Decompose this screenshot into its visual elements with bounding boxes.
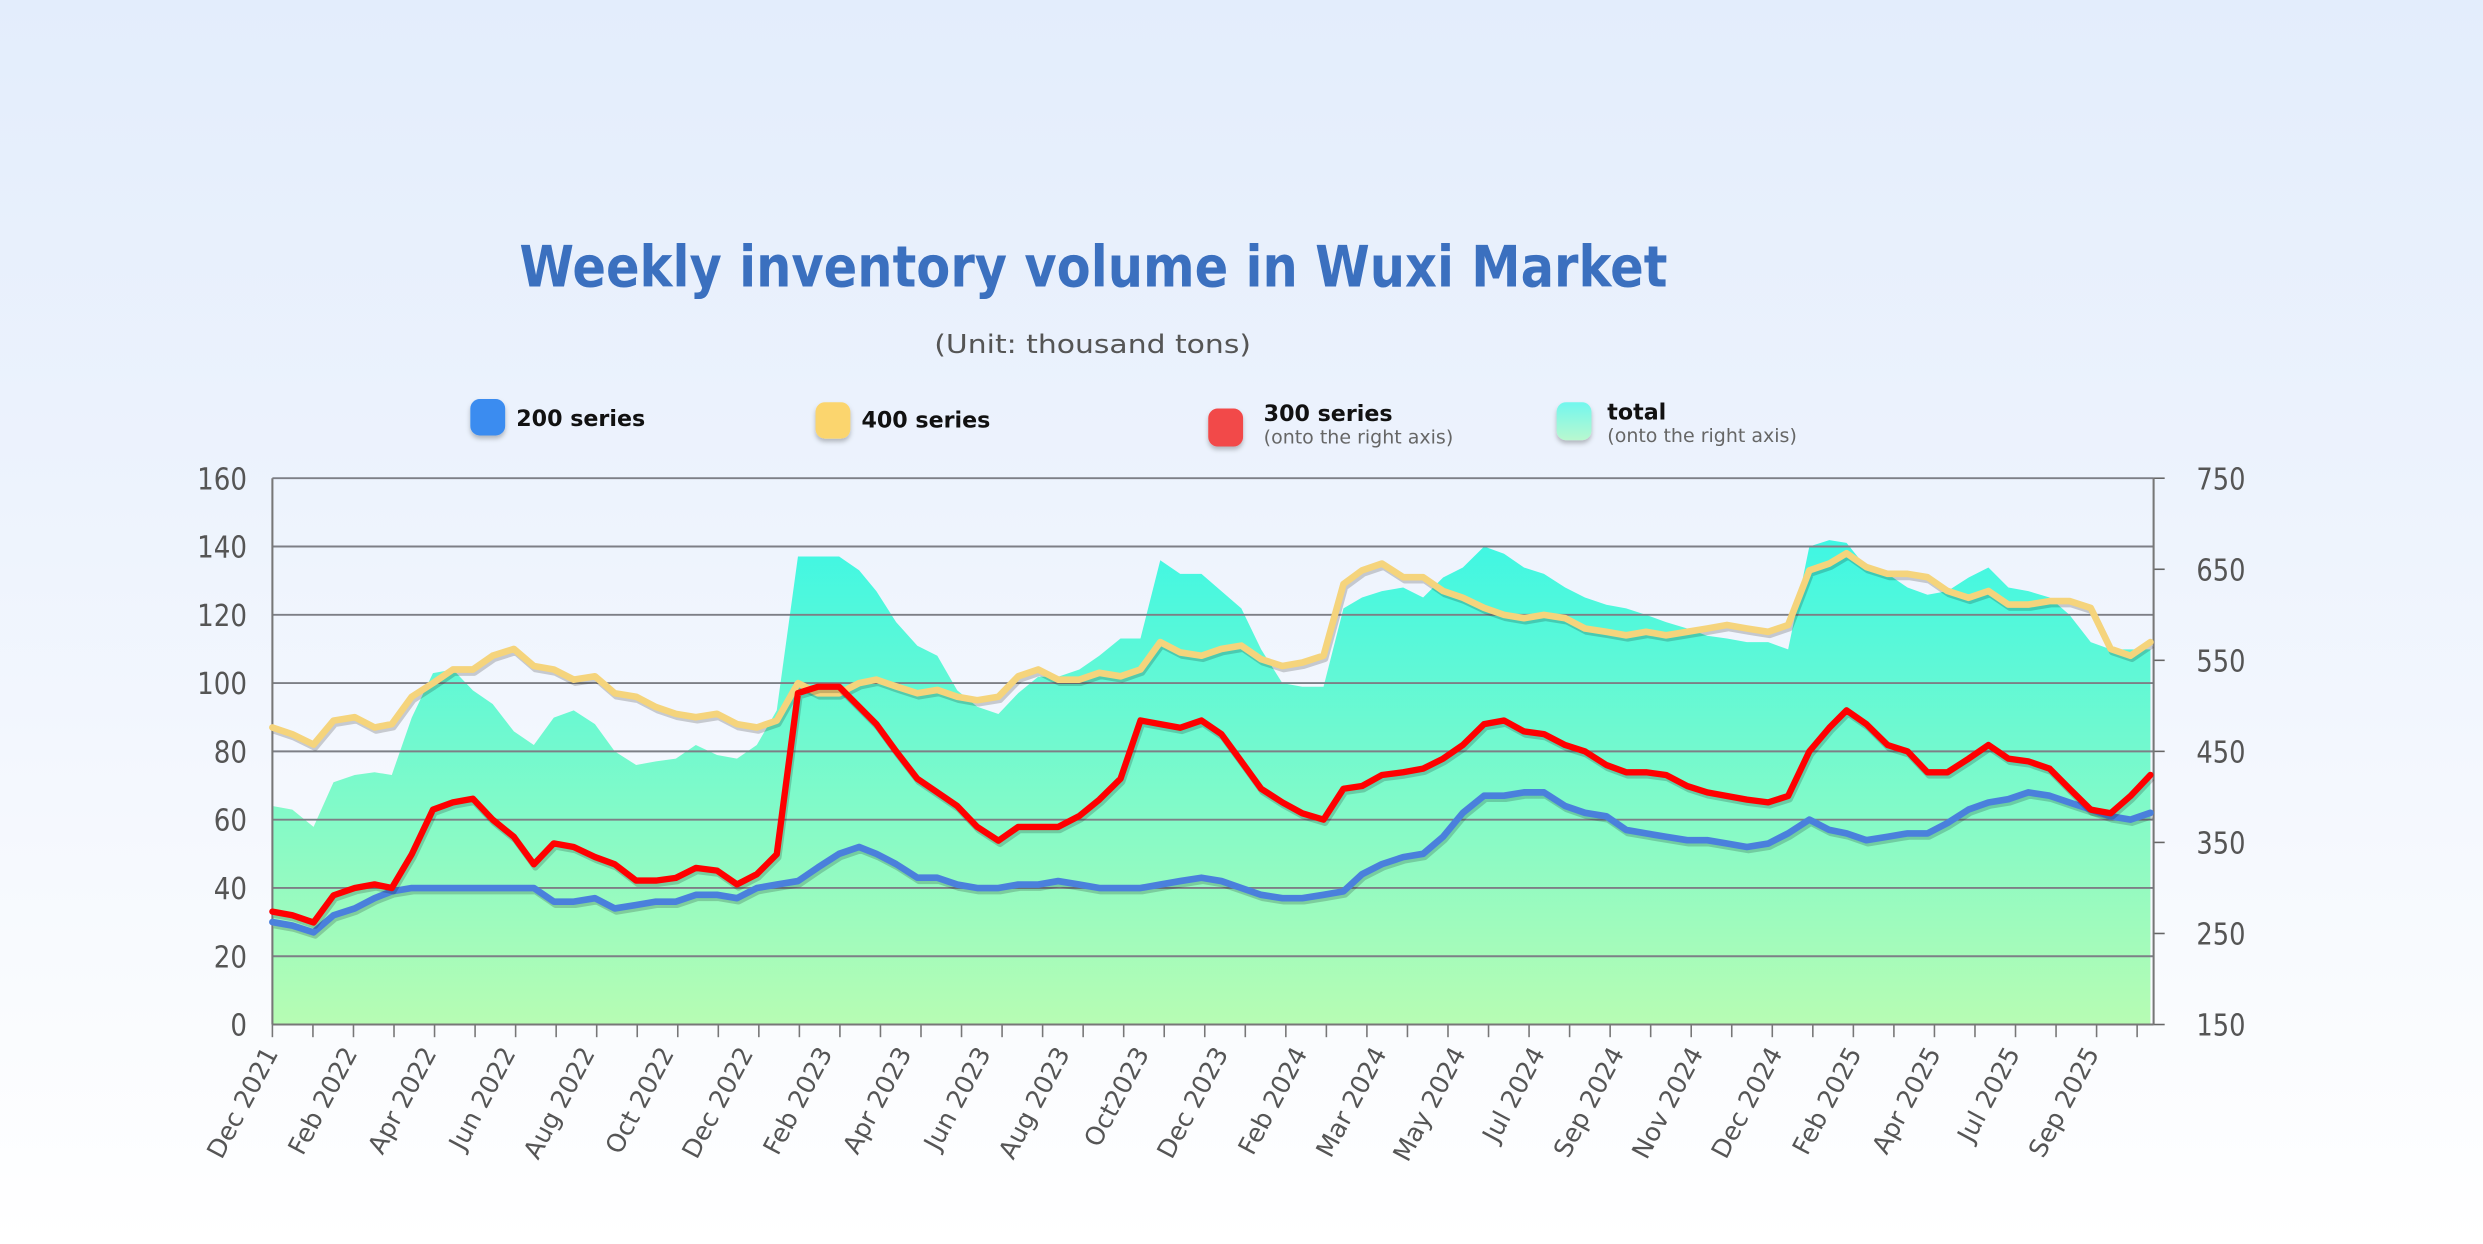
- series-line-200-series: [269, 789, 2154, 936]
- x-tick-label: Apr 2023: [836, 1042, 917, 1159]
- y-tick-label-left: 100: [197, 667, 247, 702]
- legend-swatch-400-series: [815, 402, 851, 439]
- x-tick-label: Feb 2024: [1232, 1042, 1314, 1160]
- x-tick-label: Dec 2022: [676, 1042, 760, 1163]
- x-tick-label: Jun 2022: [442, 1042, 522, 1157]
- series-line-300-series: [269, 683, 2154, 926]
- x-tick-label: Dec 2023: [1151, 1042, 1235, 1163]
- series-area-total: [272, 540, 2151, 1025]
- x-tick-label: Aug 2022: [517, 1042, 601, 1164]
- x-tick-label: Oct 2022: [599, 1042, 680, 1159]
- x-tick-label: Feb 2023: [757, 1042, 839, 1160]
- legend-item-300-series[interactable]: 300 series (onto the right axis): [1208, 401, 1453, 448]
- y-tick-label-left: 160: [197, 462, 247, 497]
- series-line-400-series-shadow: [272, 553, 2154, 751]
- y-tick-label-right: 450: [2196, 735, 2245, 770]
- x-tick-label: Dec 2021: [200, 1042, 284, 1163]
- y-tick-label-right: 150: [2196, 1009, 2245, 1044]
- y-tick-label-right: 750: [2196, 462, 2245, 497]
- legend-swatch-300-series: [1208, 408, 1244, 447]
- y-tick-label-right: 650: [2196, 553, 2245, 588]
- legend-note-total: (onto the right axis): [1607, 425, 1797, 447]
- y-tick-label-left: 120: [197, 599, 247, 634]
- x-tick-label: Aug 2023: [992, 1042, 1076, 1164]
- legend-label-300-series: 300 series: [1264, 401, 1393, 427]
- legend-item-total[interactable]: total (onto the right axis): [1556, 400, 1797, 447]
- x-tick-label: Feb 2022: [282, 1042, 364, 1160]
- x-tick-label: May 2024: [1387, 1042, 1472, 1166]
- y-tick-label-right: 550: [2196, 644, 2245, 679]
- y-tick-label-left: 140: [197, 531, 247, 566]
- y-tick-label-left: 20: [214, 940, 247, 975]
- chart-subtitle: (Unit: thousand tons): [934, 329, 1251, 359]
- legend: 200 series 400 series 300 series (onto t…: [470, 399, 1797, 448]
- x-tick-label: Mar 2024: [1310, 1042, 1393, 1162]
- chart-title: Weekly inventory volume in Wuxi Market: [519, 235, 1667, 301]
- x-tick-label: Sep 2025: [2022, 1042, 2105, 1162]
- y-tick-label-left: 60: [214, 804, 247, 839]
- y-tick-label-right: 350: [2196, 827, 2245, 862]
- x-tick-label: Oct2023: [1078, 1042, 1155, 1152]
- x-tick-label: Sep 2024: [1547, 1042, 1630, 1162]
- series-line-400-series: [269, 549, 2154, 748]
- x-tick-label: Apr 2025: [1866, 1042, 1947, 1159]
- x-tick-label: Dec 2024: [1705, 1042, 1789, 1163]
- x-tick-label: Jun 2023: [917, 1042, 997, 1157]
- legend-swatch-200-series: [470, 399, 506, 436]
- legend-label-total: total: [1607, 400, 1666, 426]
- y-tick-label-left: 40: [214, 872, 247, 907]
- x-tick-label: Nov 2024: [1625, 1042, 1709, 1164]
- legend-item-200-series[interactable]: 200 series: [470, 399, 645, 436]
- x-tick-label: Jul 2024: [1475, 1042, 1551, 1149]
- x-tick-label: Jul 2025: [1950, 1042, 2026, 1149]
- x-tick-label: Feb 2025: [1786, 1042, 1868, 1160]
- legend-item-400-series[interactable]: 400 series: [815, 402, 991, 439]
- x-tick-label: Apr 2022: [361, 1042, 442, 1159]
- plot-area: 0 20 40 60 80 100 120 140 160 150 250 350 450 550 650 7…: [197, 462, 2245, 1166]
- legend-swatch-total: [1556, 402, 1592, 441]
- y-tick-label-left: 80: [214, 735, 247, 770]
- legend-label-400-series: 400 series: [861, 408, 990, 434]
- legend-note-300-series: (onto the right axis): [1264, 426, 1454, 448]
- y-tick-label-left: 0: [230, 1009, 247, 1044]
- y-tick-label-right: 250: [2196, 918, 2245, 953]
- legend-label-200-series: 200 series: [516, 406, 645, 432]
